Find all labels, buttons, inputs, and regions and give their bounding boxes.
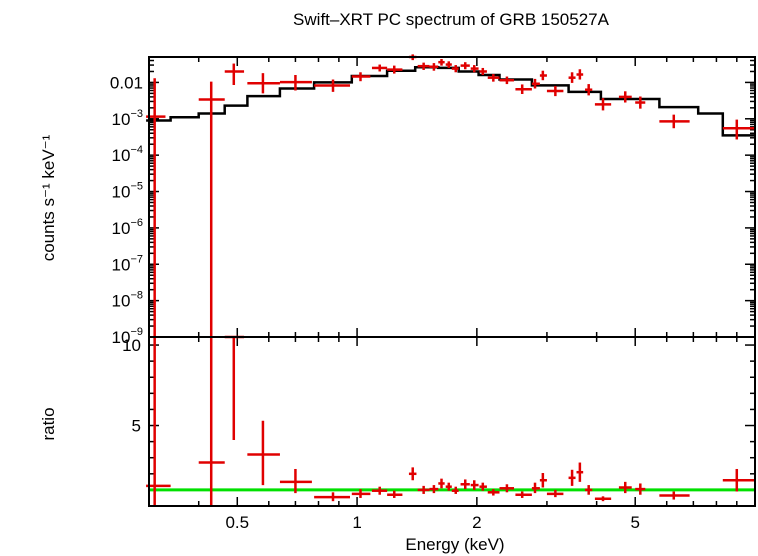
data-point xyxy=(515,84,532,95)
model-histogram xyxy=(146,66,755,137)
data-point xyxy=(576,69,584,80)
ratio-point xyxy=(408,467,417,481)
ratio-point xyxy=(351,489,371,498)
data-point xyxy=(371,64,388,72)
ratio-point xyxy=(635,483,646,495)
y-axis-label-spectrum: counts s⁻¹ keV⁻¹ xyxy=(39,134,58,261)
ratio-point xyxy=(451,486,459,494)
data-point xyxy=(247,73,280,94)
y-tick-label: 0.01 xyxy=(110,73,143,92)
ratio-point xyxy=(429,485,439,494)
ratio-point xyxy=(460,479,470,490)
ratio-point xyxy=(515,491,532,498)
ratio-point xyxy=(594,496,612,502)
ratio-point xyxy=(438,478,445,489)
x-tick-label: 5 xyxy=(630,513,639,532)
data-point xyxy=(438,59,445,66)
data-point xyxy=(531,78,540,89)
data-point xyxy=(224,63,245,85)
ratio-point xyxy=(417,485,430,494)
data-point xyxy=(487,74,500,82)
ratio-point xyxy=(224,335,245,441)
y-tick-label: 10 xyxy=(122,336,141,355)
data-point xyxy=(451,65,459,73)
ratio-point xyxy=(479,482,487,491)
ratio-point xyxy=(585,485,593,495)
ratio-panel: 5 10 0.5 1 2 5 xyxy=(122,335,756,532)
data-point xyxy=(198,81,225,337)
y-axis-label-ratio: ratio xyxy=(39,407,58,440)
y-tick-label: 10−6 xyxy=(112,217,143,238)
data-point xyxy=(546,85,564,97)
ratio-point xyxy=(247,420,280,486)
ratio-point xyxy=(576,462,584,482)
data-point xyxy=(445,61,452,68)
ratio-point xyxy=(487,489,500,496)
x-axis-label: Energy (keV) xyxy=(405,535,504,554)
data-point xyxy=(279,74,312,91)
y-tick-label: 10−3 xyxy=(112,108,143,129)
data-point xyxy=(351,72,371,82)
y-tick-label: 5 xyxy=(132,417,141,436)
ratio-point xyxy=(499,484,515,493)
y-tick-label: 10−4 xyxy=(112,144,143,165)
y-tick-label: 10−7 xyxy=(112,253,143,274)
chart-title: Swift–XRT PC spectrum of GRB 150527A xyxy=(293,10,610,29)
spectrum-panel: 0.01 10−3 10−4 10−5 10−6 10−7 10−8 10−9 xyxy=(110,54,756,347)
ratio-point xyxy=(387,490,403,498)
ratio-point xyxy=(314,492,351,502)
data-point xyxy=(429,63,439,71)
ratio-point xyxy=(445,482,452,491)
data-point xyxy=(659,114,690,129)
data-point xyxy=(585,84,593,96)
data-point xyxy=(499,76,515,85)
data-point xyxy=(539,70,547,81)
ratio-point xyxy=(618,481,632,494)
data-point xyxy=(635,96,646,109)
ratio-point xyxy=(539,473,547,488)
ratio-point xyxy=(279,468,312,494)
x-tick-label: 0.5 xyxy=(225,513,249,532)
ratio-point xyxy=(470,480,479,490)
y-tick-label: 10−5 xyxy=(112,181,143,202)
ratio-point xyxy=(371,486,388,495)
data-point xyxy=(594,98,612,111)
x-tick-label: 1 xyxy=(352,513,361,532)
data-point xyxy=(722,119,755,140)
data-point xyxy=(417,62,430,70)
ratio-frame xyxy=(148,336,756,507)
data-point xyxy=(460,62,470,70)
ratio-point xyxy=(198,337,225,506)
y-tick-label: 10−9 xyxy=(112,326,143,347)
data-point xyxy=(314,79,351,92)
data-point xyxy=(568,72,576,83)
data-point xyxy=(470,65,479,73)
data-point xyxy=(387,65,403,74)
ratio-point xyxy=(531,482,540,494)
data-point xyxy=(618,91,632,103)
ratio-point xyxy=(659,491,690,500)
ratio-point xyxy=(568,469,576,486)
ratio-point xyxy=(146,337,171,506)
y-tick-label: 10−8 xyxy=(112,290,143,311)
spectrum-frame xyxy=(148,56,756,338)
data-point xyxy=(479,67,487,75)
ratio-point xyxy=(722,468,755,492)
x-tick-label: 2 xyxy=(472,513,481,532)
ratio-point xyxy=(546,489,564,498)
